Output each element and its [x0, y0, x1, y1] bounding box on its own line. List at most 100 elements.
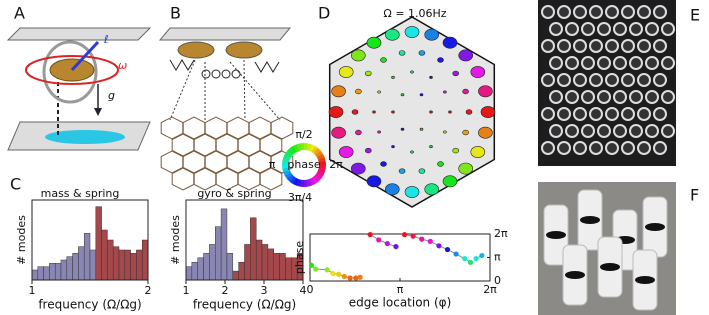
phase-point: [462, 255, 468, 262]
gyro-photo: [581, 22, 595, 36]
wheel-label: 3π/4: [288, 191, 312, 204]
phase-point: [467, 259, 474, 265]
wheel-segment: [306, 178, 313, 187]
hist-bar: [78, 246, 85, 281]
gyro-orbit: [400, 93, 405, 97]
gyro-orbit: [470, 146, 486, 158]
gyro-photo: [605, 73, 619, 87]
gyro-orbit: [418, 50, 426, 56]
hist-bar: [130, 253, 137, 281]
hist-bar: [232, 270, 239, 281]
spring: [169, 59, 280, 73]
gimbal: [42, 40, 98, 104]
gyro-disk: [580, 216, 600, 224]
hist-bar: [273, 253, 280, 281]
hist-bar: [141, 239, 149, 281]
x-tick-label: π: [397, 283, 404, 296]
gyro-photo: [637, 5, 651, 19]
wheel-segment: [318, 164, 326, 169]
gyro-orbit: [400, 127, 405, 131]
gyro-disk: [546, 231, 566, 239]
gyro-orbit: [404, 26, 420, 38]
wheel-segment: [315, 172, 324, 180]
phase-point: [376, 237, 382, 243]
gyro-photo: [661, 90, 675, 104]
y-axis-label: # modes: [169, 215, 182, 265]
plane: [158, 27, 292, 41]
hist-bar: [60, 259, 68, 281]
hist-bar: [203, 253, 210, 281]
gyro-orbit: [377, 90, 381, 94]
gyro-orbit: [442, 175, 458, 188]
phase-point: [324, 267, 330, 273]
gyro-orbit: [380, 161, 387, 167]
gyro-orbit: [418, 168, 426, 174]
gyro-photo: [573, 5, 587, 19]
gyro-photo: [645, 90, 659, 104]
gyro-photo: [549, 124, 563, 138]
wheel-label: π/2: [295, 128, 312, 141]
gyro-photo: [597, 22, 611, 36]
gyro-photo: [557, 141, 571, 155]
cell: [270, 116, 294, 140]
gyro-orbit: [478, 126, 493, 139]
gyro-orbit: [366, 36, 382, 49]
gyro-photo: [549, 90, 563, 104]
gyro-orbit: [437, 161, 444, 167]
y-tick-label: 2π: [494, 227, 508, 240]
gyro-photo: [629, 56, 643, 70]
trace: [45, 130, 125, 144]
gyro-photo: [541, 73, 555, 87]
x-tick-label: 1: [183, 284, 190, 297]
gyro-orbit: [328, 106, 344, 118]
gyro-orbit: [465, 109, 473, 115]
y-tick-label: π: [494, 251, 501, 264]
gyro-photo: [637, 141, 651, 155]
hist-bar: [37, 266, 44, 281]
gyro-orbit: [452, 147, 460, 154]
axis-arrow: [70, 40, 100, 72]
gyro-photo: [645, 56, 659, 70]
hist-bar: [43, 266, 50, 281]
gyro-disk: [645, 223, 665, 231]
gyro-orbit: [380, 57, 387, 63]
x-axis-label: frequency (Ω/Ωg): [38, 298, 141, 312]
gyro-photo: [605, 5, 619, 19]
gyro-photo: [645, 124, 659, 138]
hist-bar: [72, 253, 79, 281]
hist-bar: [83, 233, 91, 281]
gyro-orbit: [478, 85, 493, 98]
gyro-photo: [645, 22, 659, 36]
hist-bar: [185, 266, 193, 281]
hist-bar: [267, 248, 274, 281]
wheel-segment: [292, 144, 299, 153]
hist-bar: [136, 249, 143, 281]
gyro-orbit: [355, 88, 362, 95]
gyro-orbit: [429, 145, 433, 149]
gyro-photo: [557, 107, 571, 121]
gyro-orbit: [355, 129, 362, 136]
gyro-photo: [653, 5, 667, 19]
phase-point: [367, 232, 373, 238]
wheel-segment: [317, 156, 326, 163]
gyro-photo: [605, 107, 619, 121]
gyro-orbit: [366, 175, 382, 188]
photo-content: [541, 5, 675, 155]
gyro-photo: [637, 39, 651, 53]
gyro-photo: [613, 22, 627, 36]
x-tick-label: 2: [222, 284, 229, 297]
phase-point: [347, 275, 353, 281]
gyro-photo: [565, 124, 579, 138]
gyro-photo: [589, 107, 603, 121]
gyro-orbit: [458, 162, 474, 175]
wheel-segment: [309, 177, 316, 186]
gyro-photo: [557, 39, 571, 53]
lattice: [160, 116, 294, 191]
gyro-orbit: [398, 168, 406, 174]
hist-bar: [89, 249, 97, 281]
panel-letter: A: [14, 4, 25, 23]
hist-bar: [112, 246, 120, 281]
axes-frame: [185, 199, 304, 281]
gyro-orbit: [429, 110, 433, 114]
phase-wheel: [282, 143, 326, 187]
